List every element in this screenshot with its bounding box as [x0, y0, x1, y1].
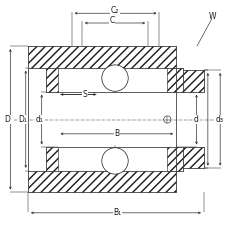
- Bar: [45, 147, 57, 171]
- Bar: [175, 68, 183, 92]
- Text: d₁: d₁: [35, 115, 43, 124]
- Text: B₁: B₁: [113, 208, 121, 217]
- Text: d₃: d₃: [215, 115, 223, 124]
- Circle shape: [163, 116, 170, 123]
- Circle shape: [101, 148, 128, 174]
- Text: D: D: [5, 115, 11, 124]
- Bar: [183, 70, 203, 92]
- Bar: [183, 147, 203, 169]
- Text: C₂: C₂: [110, 6, 119, 15]
- Text: W: W: [208, 12, 216, 21]
- Text: D₁: D₁: [18, 115, 27, 124]
- Bar: [167, 68, 175, 92]
- Bar: [45, 68, 57, 92]
- Bar: [28, 171, 175, 192]
- Text: d: d: [193, 115, 198, 124]
- Text: B: B: [114, 129, 119, 138]
- Bar: [175, 147, 183, 171]
- Text: C: C: [109, 16, 114, 25]
- Text: S: S: [82, 90, 87, 98]
- Circle shape: [101, 65, 128, 91]
- Bar: [167, 147, 175, 171]
- Bar: [28, 46, 175, 68]
